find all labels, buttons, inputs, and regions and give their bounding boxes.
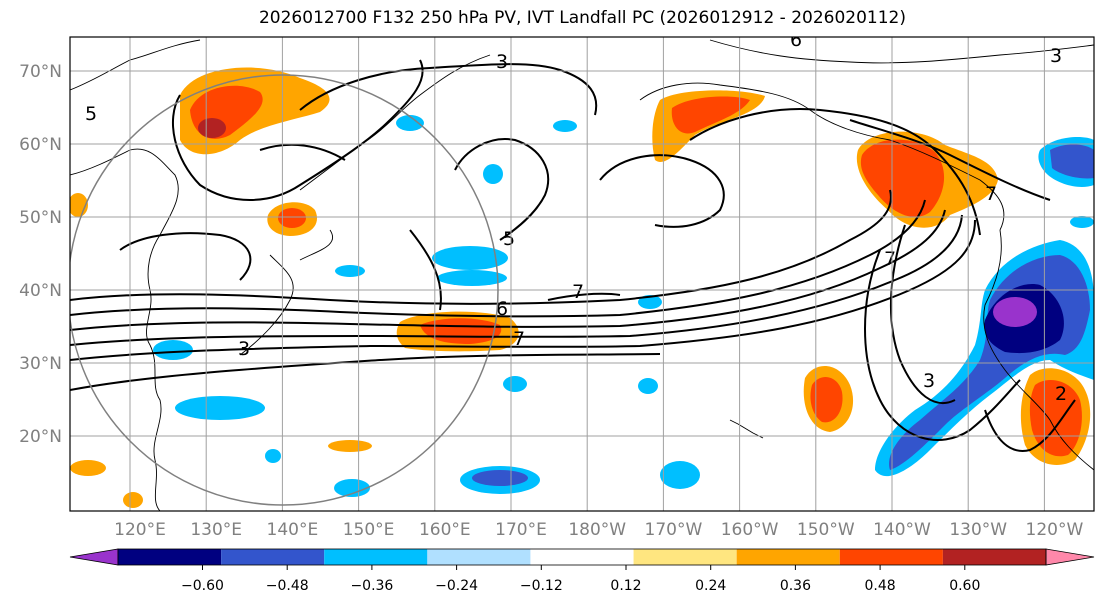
- colorbar-border: [117, 548, 1047, 566]
- range-circle: [70, 74, 499, 506]
- latitude-labels: 70°N 60°N 50°N 40°N 30°N 20°N: [19, 62, 62, 447]
- colorbar-ticks: −0.60 −0.48 −0.36 −0.24 −0.12 0.12 0.24 0.36 0.4…: [181, 565, 980, 594]
- lat-label: 30°N: [19, 354, 62, 374]
- contour-label: 3: [238, 338, 250, 360]
- lon-label: 120°W: [1026, 520, 1084, 540]
- colorbar-tick-label: −0.36: [350, 578, 393, 594]
- contour-label: 7: [985, 183, 997, 205]
- pv-contour: [849, 119, 1051, 201]
- colorbar-tick-label: −0.24: [435, 578, 478, 594]
- pv-contour: [70, 353, 661, 391]
- pv-contour: [70, 199, 926, 318]
- colorbar-segment: [633, 549, 737, 565]
- alaska-coastline: [639, 82, 1005, 231]
- pv-contour: [70, 209, 946, 331]
- colorbar-segment: [942, 549, 1046, 565]
- colorbar-segment: [530, 549, 634, 565]
- lon-label: 170°E: [495, 520, 547, 540]
- pv-contour: [172, 59, 424, 201]
- lat-label: 70°N: [19, 62, 62, 82]
- lon-label: 150°W: [797, 520, 855, 540]
- pv-contour: [984, 399, 1076, 452]
- lon-label: 180°W: [568, 520, 626, 540]
- lon-label: 140°E: [267, 520, 319, 540]
- north-america-west-coastline: [983, 229, 1094, 471]
- lat-label: 40°N: [19, 281, 62, 301]
- pv-contour: [259, 143, 346, 161]
- contour-label-layer: 3 6 3 5 6 7 7 3 7 5 3 7 2: [85, 29, 1067, 405]
- hawaii-islands: [729, 419, 764, 439]
- pv-contour: [454, 138, 550, 241]
- pv-contour: [547, 292, 621, 301]
- contour-label: 3: [496, 51, 508, 73]
- pv-contour: [889, 224, 956, 405]
- lon-label: 160°E: [419, 520, 471, 540]
- colorbar-segment: [839, 549, 943, 565]
- map-border: [69, 36, 1095, 512]
- lon-label: 160°W: [721, 520, 779, 540]
- colorbar-extend-right: [1045, 548, 1095, 566]
- colorbar-segment: [221, 549, 325, 565]
- contour-label: 5: [85, 103, 97, 125]
- contour-label: 7: [572, 281, 584, 303]
- pv-contour: [119, 232, 252, 281]
- colorbar-segment: [736, 549, 840, 565]
- gridlines: [70, 37, 1094, 511]
- lon-label: 170°W: [645, 520, 703, 540]
- contour-label: 6: [496, 298, 508, 320]
- pv-contour: [70, 189, 892, 305]
- contour-label: 6: [790, 29, 802, 51]
- colorbar-tick-label: 0.60: [949, 578, 980, 594]
- pv-contour: [599, 154, 725, 228]
- pv-contour: [70, 219, 976, 361]
- pv-contour: [299, 63, 598, 116]
- contour-label: 7: [513, 328, 525, 350]
- longitude-labels: 120°E 130°E 140°E 150°E 160°E 170°E 180°W 170°W…: [114, 520, 1083, 540]
- lon-label: 120°E: [114, 520, 166, 540]
- contour-label: 7: [884, 248, 896, 270]
- lat-label: 20°N: [19, 427, 62, 447]
- map-title: 2026012700 F132 250 hPa PV, IVT Landfall…: [258, 8, 906, 28]
- colorbar-tick-label: 0.12: [610, 578, 641, 594]
- colorbar-extend-left: [69, 548, 119, 566]
- contour-label: 5: [503, 228, 515, 250]
- colorbar-tick-label: −0.12: [520, 578, 563, 594]
- colorbar-segment: [118, 549, 222, 565]
- kamchatka-coastline: [299, 54, 491, 191]
- lon-label: 140°W: [873, 520, 931, 540]
- arctic-coastline: [709, 39, 1094, 64]
- colorbar-tick-label: 0.24: [695, 578, 726, 594]
- pv-contour: [864, 249, 1021, 441]
- lat-label: 50°N: [19, 208, 62, 228]
- colorbar-segment: [324, 549, 428, 565]
- colorbar-tick-label: 0.48: [865, 578, 896, 594]
- lon-label: 130°W: [949, 520, 1007, 540]
- colorbar-tick-label: 0.36: [780, 578, 811, 594]
- lon-label: 150°E: [343, 520, 395, 540]
- contour-label: 3: [923, 370, 935, 392]
- contour-label: 3: [1050, 45, 1062, 67]
- pv-contour-layer: [70, 59, 1076, 452]
- japan-coastline: [239, 229, 333, 356]
- colorbar-tick-label: −0.60: [181, 578, 224, 594]
- pv-contour: [689, 108, 981, 236]
- colorbar-segment: [427, 549, 531, 565]
- lon-label: 130°E: [190, 520, 242, 540]
- lat-label: 60°N: [19, 135, 62, 155]
- colorbar: [69, 548, 1095, 566]
- contour-label: 2: [1055, 383, 1067, 405]
- colorbar-tick-label: −0.48: [266, 578, 309, 594]
